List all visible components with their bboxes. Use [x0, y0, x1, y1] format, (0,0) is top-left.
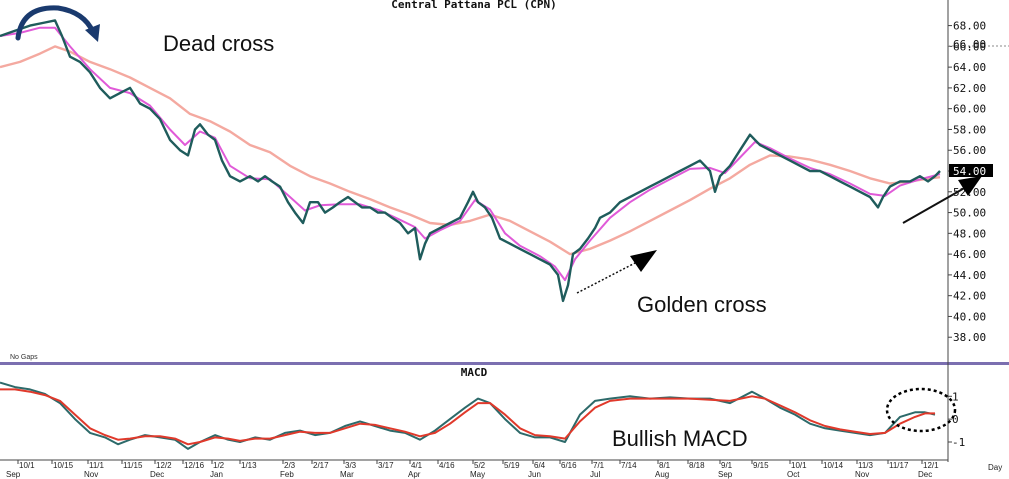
price-tick-label: 60.00: [953, 103, 986, 116]
date-tick-label: 8/18: [689, 461, 705, 470]
date-tick-label: 10/1: [19, 461, 35, 470]
macd-series-line-1: [0, 388, 935, 446]
date-tick-label: 7/1: [593, 461, 605, 470]
date-tick-label: 10/1: [791, 461, 807, 470]
golden-cross-arrow: [576, 250, 657, 294]
trend-arrow: [902, 176, 982, 224]
month-tick-label: Jun: [528, 470, 541, 479]
no-gaps-label: No Gaps: [10, 354, 38, 361]
price-tick-label: 56.00: [953, 144, 986, 157]
last-price-label: 54.00: [953, 165, 986, 178]
date-tick-label: 9/15: [753, 461, 769, 470]
date-tick-label: 12/1: [923, 461, 939, 470]
price-series-line-1: [0, 26, 941, 282]
month-tick-label: Sep: [6, 470, 21, 479]
chart-title: Central Pattana PCL (CPN): [391, 0, 557, 11]
month-tick-label: Dec: [918, 470, 932, 479]
date-tick-label: 1/13: [241, 461, 257, 470]
month-tick-label: Mar: [340, 470, 354, 479]
date-tick-label: 4/16: [439, 461, 455, 470]
date-tick-label: 10/15: [53, 461, 74, 470]
month-tick-label: Jul: [590, 470, 600, 479]
dead-cross-annotation: Dead cross: [163, 31, 274, 56]
reference-price-label: 66.00: [953, 38, 986, 51]
macd-series: [0, 381, 936, 450]
macd-tick-label: -1: [952, 436, 965, 449]
macd-tick-label: 0: [952, 413, 959, 426]
period-label: Day: [988, 463, 1002, 472]
price-tick-label: 68.00: [953, 20, 986, 33]
month-tick-label: Sep: [718, 470, 733, 479]
dead-cross-arrow: [15, 5, 100, 42]
date-tick-label: 12/16: [184, 461, 205, 470]
date-tick-label: 11/17: [889, 461, 909, 470]
price-tick-label: 42.00: [953, 290, 986, 303]
month-tick-label: Nov: [855, 470, 869, 479]
price-tick-label: 48.00: [953, 227, 986, 240]
date-tick-label: 6/4: [534, 461, 546, 470]
date-tick-label: 6/16: [561, 461, 577, 470]
price-tick-label: 62.00: [953, 82, 986, 95]
macd-series-line-0: [0, 381, 936, 450]
month-tick-label: Apr: [408, 470, 421, 479]
month-tick-label: Nov: [84, 470, 98, 479]
month-tick-label: Jan: [210, 470, 223, 479]
x-axis: 10/1 10/15 11/1 11/15 12/2 12/16 1/2 1/13 2/3 2/1…: [6, 460, 939, 479]
month-tick-label: Dec: [150, 470, 164, 479]
macd-axis: 1 0 -1: [948, 390, 965, 449]
month-tick-label: Oct: [787, 470, 800, 479]
date-tick-label: 3/3: [345, 461, 357, 470]
price-series: [0, 19, 941, 303]
date-tick-label: 10/14: [823, 461, 844, 470]
price-tick-label: 38.00: [953, 331, 986, 344]
date-tick-label: 5/19: [504, 461, 520, 470]
price-tick-label: 40.00: [953, 310, 986, 323]
reference-price-badge: 66.00: [948, 38, 1009, 51]
price-tick-label: 64.00: [953, 61, 986, 74]
month-tick-label: May: [470, 470, 485, 479]
date-tick-label: 1/2: [213, 461, 225, 470]
date-tick-label: 11/15: [123, 461, 143, 470]
date-tick-label: 12/2: [156, 461, 172, 470]
price-tick-label: 50.00: [953, 207, 986, 220]
macd-tick-label: 1: [952, 390, 959, 403]
price-tick-label: 46.00: [953, 248, 986, 261]
macd-title: MACD: [461, 366, 488, 379]
price-series-line-2: [0, 45, 941, 256]
price-tick-label: 66.00: [953, 40, 986, 53]
date-tick-label: 5/2: [474, 461, 486, 470]
bullish-macd-annotation: Bullish MACD: [612, 426, 748, 451]
date-tick-label: 2/3: [284, 461, 296, 470]
macd-crossover-highlight: [885, 387, 957, 433]
date-tick-label: 3/17: [378, 461, 394, 470]
month-tick-label: Feb: [280, 470, 294, 479]
date-tick-label: 9/1: [721, 461, 733, 470]
last-price-badge: 54.00: [949, 164, 993, 178]
date-tick-label: 11/1: [89, 461, 105, 470]
price-series-line-0: [0, 19, 941, 303]
date-tick-label: 4/1: [411, 461, 423, 470]
price-tick-label: 44.00: [953, 269, 986, 282]
date-tick-label: 2/17: [313, 461, 329, 470]
golden-cross-annotation: Golden cross: [637, 292, 767, 317]
date-tick-label: 7/14: [621, 461, 637, 470]
month-tick-label: Aug: [655, 470, 669, 479]
panel-divider: [0, 362, 1009, 365]
date-tick-label: 11/3: [858, 461, 874, 470]
date-tick-label: 8/1: [659, 461, 671, 470]
price-tick-label: 58.00: [953, 123, 986, 136]
